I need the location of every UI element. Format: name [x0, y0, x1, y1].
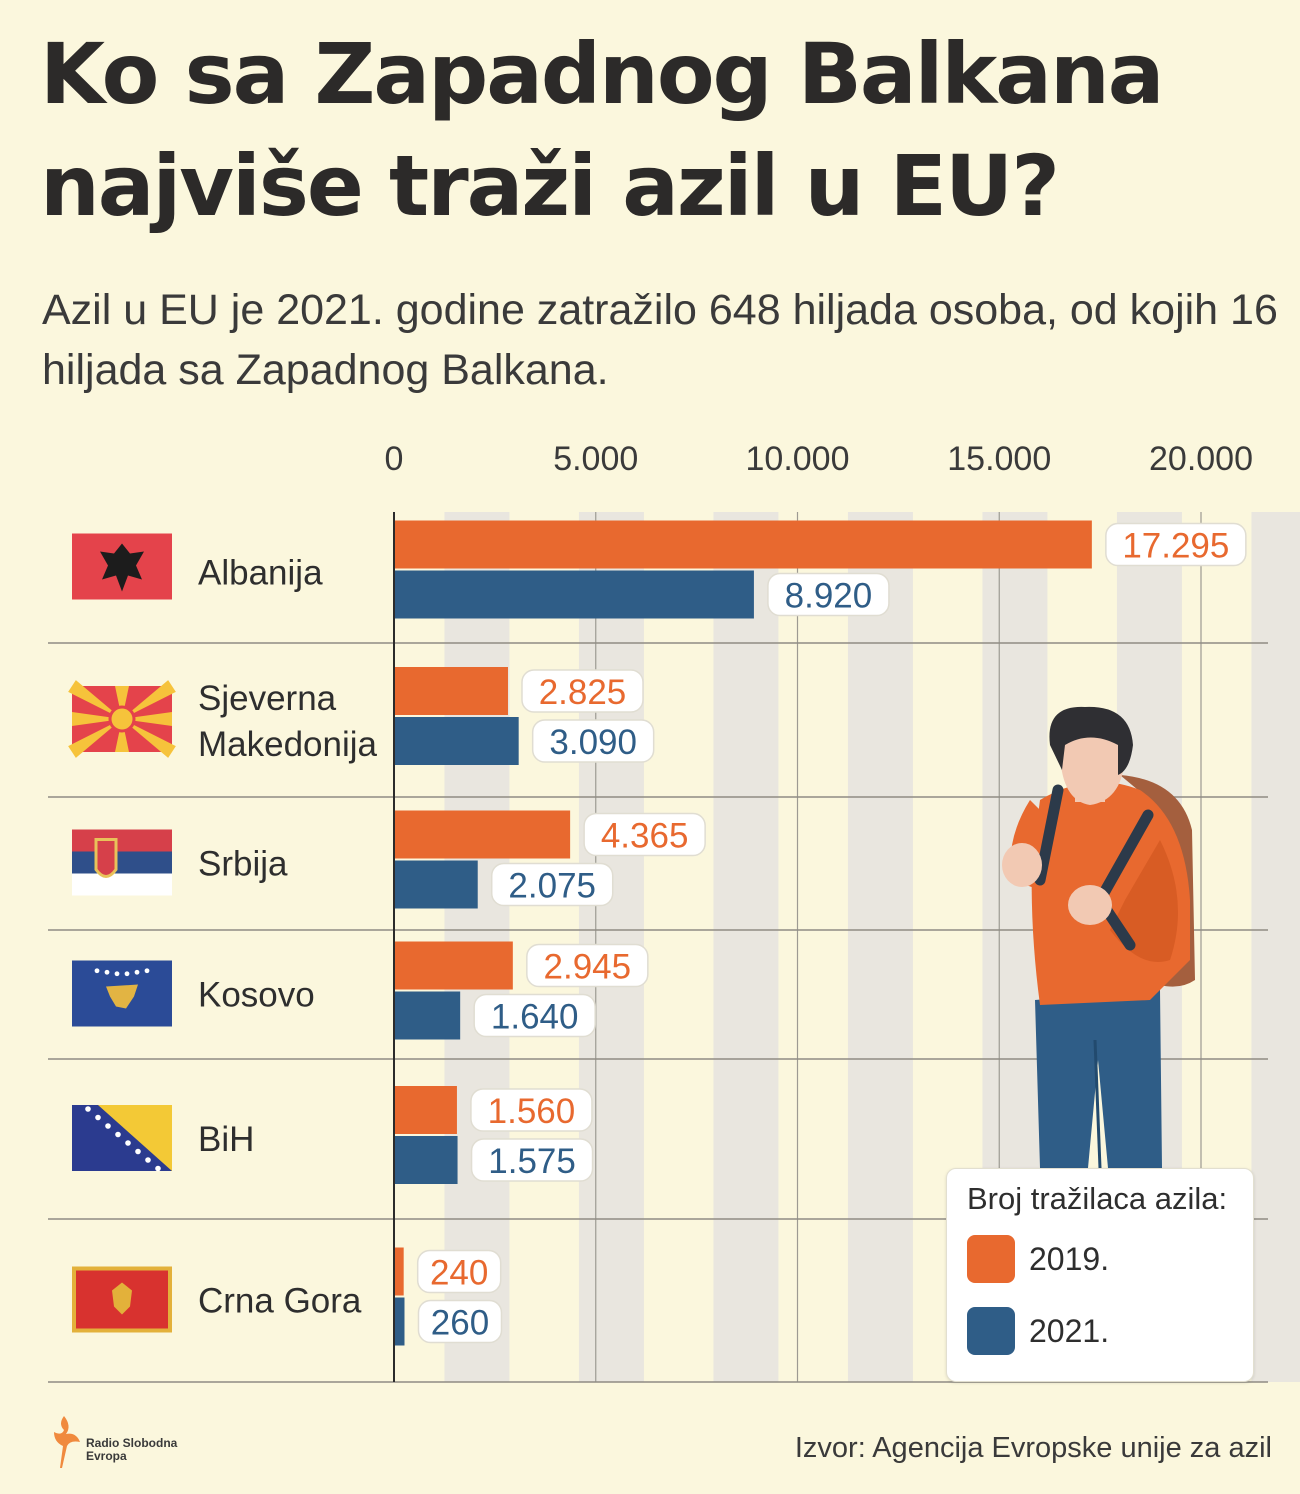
- data-label-box-2019: [416, 1249, 502, 1294]
- category-label: Albanija: [198, 554, 323, 593]
- data-label-box-2021: [473, 993, 596, 1038]
- bar-2021: [394, 570, 754, 619]
- data-label-2021: 260: [431, 1304, 489, 1343]
- x-tick-label: 20.000: [1149, 440, 1253, 478]
- source-note: Izvor: Agencija Evropske unije za azil: [794, 1432, 1272, 1464]
- data-label-2021: 1.640: [491, 998, 579, 1037]
- data-label-box-2021: [490, 862, 614, 907]
- flags: [68, 533, 176, 1333]
- category-labels: Albanija Sjeverna Makedonija Srbija Kosovo Bi…: [198, 554, 378, 1321]
- category-label: Kosovo: [198, 976, 315, 1015]
- grid-band: [713, 512, 779, 1382]
- category-label: Srbija: [198, 845, 288, 884]
- x-tick-label: 5.000: [553, 440, 638, 478]
- bar-2021: [394, 717, 519, 765]
- bar-2019: [394, 520, 1092, 569]
- north-macedonia-flag-icon: [68, 680, 176, 758]
- bar-2021: [394, 860, 478, 909]
- legend-swatch-2019: [967, 1235, 1015, 1283]
- category-label: BiH: [198, 1120, 254, 1159]
- bar-2021: [394, 1136, 458, 1184]
- data-label-2021: 1.575: [488, 1142, 576, 1181]
- data-label-2019: 240: [430, 1254, 488, 1293]
- data-label-box-2019: [526, 943, 649, 988]
- person-illustration: [1002, 706, 1195, 1169]
- albania-flag-icon: [72, 533, 172, 600]
- data-label-box-2019: [470, 1088, 593, 1132]
- data-label-box-2019: [583, 812, 706, 857]
- bar-2019: [394, 810, 571, 859]
- data-label-2021: 2.075: [508, 867, 596, 906]
- data-label-box-2019: [1105, 522, 1247, 567]
- legend-swatch-2021: [967, 1307, 1015, 1355]
- kosovo-flag-icon: [72, 960, 172, 1027]
- data-label-2021: 8.920: [785, 577, 873, 616]
- logo-line-2: Evropa: [86, 1449, 127, 1463]
- serbia-flag-icon: [72, 829, 172, 896]
- montenegro-flag-icon: [72, 1266, 172, 1333]
- x-tick-label: 10.000: [746, 440, 850, 478]
- data-label-box-2021: [417, 1299, 503, 1344]
- page-subtitle: Azil u EU je 2021. godine zatražilo 648 …: [42, 286, 1278, 394]
- bars: [394, 520, 1092, 1346]
- category-label: Sjeverna: [198, 679, 337, 718]
- legend-label-2021: 2021.: [1029, 1313, 1110, 1349]
- bar-2021: [394, 1297, 405, 1346]
- grid-band: [1251, 512, 1300, 1382]
- category-label: Makedonija: [198, 725, 378, 764]
- data-label-2019: 2.825: [539, 673, 627, 712]
- bar-2021: [394, 991, 461, 1040]
- x-tick-label: 15.000: [947, 440, 1051, 478]
- page-title: Ko sa Zapadnog Balkana najviše traži azi…: [40, 25, 1164, 235]
- legend: Broj tražilaca azila: 2019. 2021.: [946, 1168, 1254, 1382]
- bar-2019: [394, 1086, 457, 1134]
- data-label-2019: 2.945: [544, 948, 632, 987]
- data-label-box-2019: [521, 669, 644, 713]
- logo-text: Radio Slobodna Evropa: [86, 1437, 177, 1463]
- data-label-2019: 17.295: [1122, 527, 1229, 566]
- data-label-box-2021: [767, 572, 890, 617]
- bar-2019: [394, 941, 513, 990]
- x-tick-label: 0: [385, 440, 404, 478]
- bar-2019: [394, 1247, 404, 1296]
- x-axis-ticks: 0 5.000 10.000 15.000 20.000: [385, 440, 1253, 478]
- category-label: Crna Gora: [198, 1282, 362, 1321]
- legend-title: Broj tražilaca azila:: [967, 1181, 1228, 1216]
- rfe-logo-icon: [54, 1416, 80, 1468]
- bih-flag-icon: [72, 1105, 172, 1172]
- data-label-2021: 3.090: [549, 723, 637, 762]
- data-label-box-2021: [531, 719, 655, 763]
- logo-line-1: Radio Slobodna: [86, 1436, 178, 1450]
- data-label-box-2021: [470, 1138, 594, 1182]
- grid-band: [847, 512, 913, 1382]
- data-label-2019: 1.560: [488, 1092, 576, 1131]
- data-label-2019: 4.365: [601, 817, 689, 856]
- bar-2019: [394, 667, 508, 715]
- legend-label-2019: 2019.: [1029, 1241, 1110, 1277]
